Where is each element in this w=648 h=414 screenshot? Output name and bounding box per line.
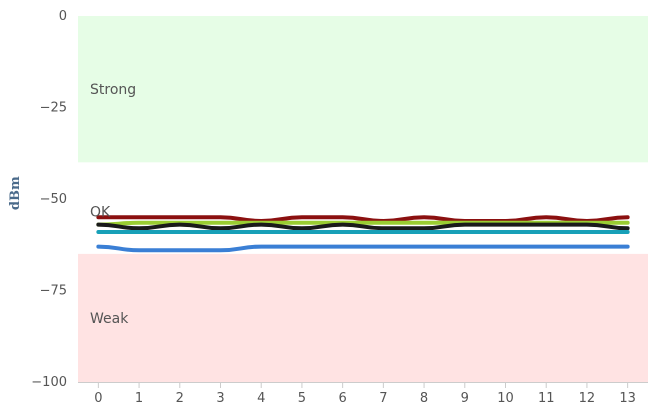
- x-tick-label: 8: [420, 391, 428, 406]
- series-layer: [96, 215, 630, 253]
- y-tick-label: 0: [59, 9, 67, 24]
- band-label-ok: OK: [90, 204, 111, 220]
- x-tick-label: 9: [461, 391, 469, 406]
- y-tick-label: −100: [31, 375, 67, 390]
- bands-layer: [78, 16, 648, 382]
- band-label-weak: Weak: [90, 311, 129, 327]
- series-line-5: [96, 244, 630, 253]
- series-line-1: [96, 215, 630, 223]
- series-line-3: [96, 222, 630, 231]
- y-tick-label: −75: [40, 284, 67, 299]
- x-tick-label: 5: [298, 391, 306, 406]
- band-weak: [78, 253, 648, 382]
- x-tick-label: 1: [135, 391, 143, 406]
- x-tick-label: 10: [497, 391, 514, 406]
- x-tick-label: 7: [379, 391, 387, 406]
- y-tick-label: −25: [40, 101, 67, 116]
- band-label-strong: Strong: [90, 82, 136, 98]
- x-tick-label: 4: [257, 391, 265, 406]
- x-tick-label: 6: [339, 391, 347, 406]
- x-tick-label: 11: [538, 391, 555, 406]
- x-tick-label: 3: [216, 391, 224, 406]
- x-tick-label: 2: [176, 391, 184, 406]
- x-tick-label: 13: [619, 391, 636, 406]
- labels-layer: Strong OK Weak: [90, 82, 136, 327]
- x-tick-label: 12: [579, 391, 596, 406]
- band-ok: [78, 162, 648, 254]
- y-axis-title: dBm: [8, 176, 23, 210]
- x-tick-label: 0: [94, 391, 102, 406]
- y-tick-label: −50: [40, 192, 67, 207]
- band-strong: [78, 16, 648, 163]
